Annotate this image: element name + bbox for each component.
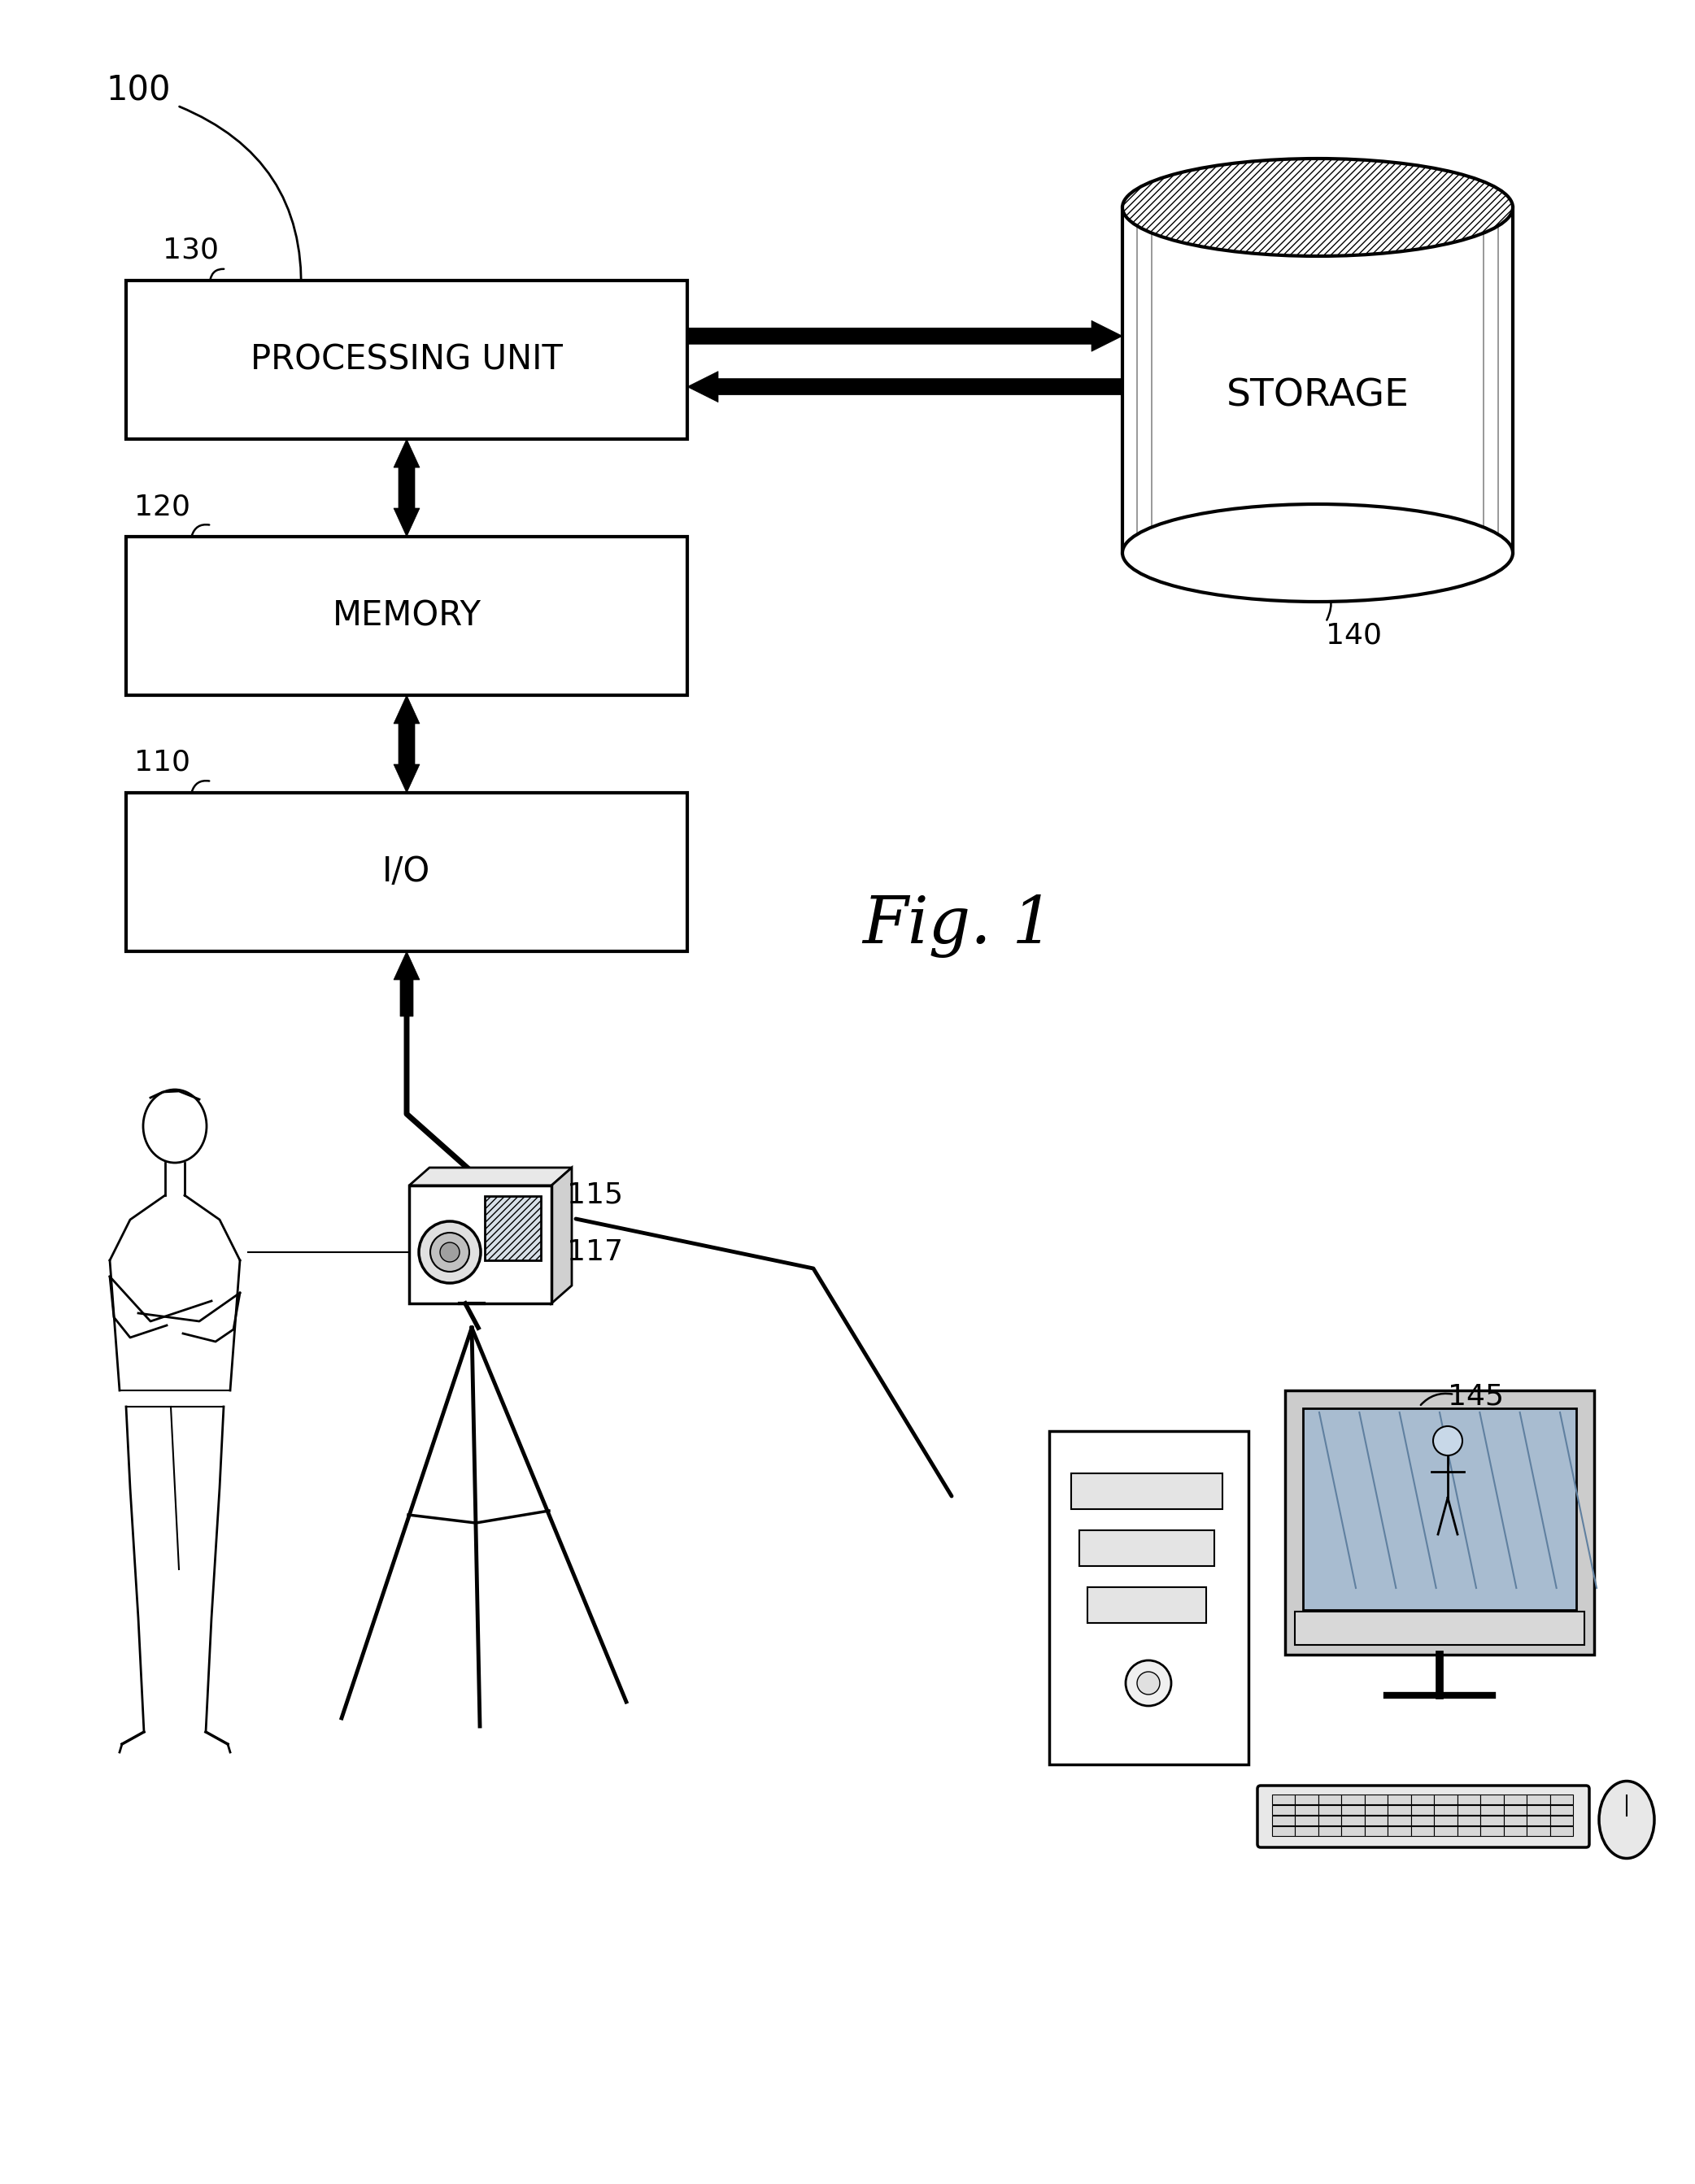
FancyBboxPatch shape: [125, 793, 686, 952]
FancyBboxPatch shape: [1364, 1806, 1388, 1815]
FancyBboxPatch shape: [1434, 1815, 1458, 1826]
Ellipse shape: [142, 1090, 207, 1162]
FancyBboxPatch shape: [1364, 1815, 1388, 1826]
FancyBboxPatch shape: [1458, 1826, 1480, 1837]
FancyBboxPatch shape: [1458, 1795, 1480, 1804]
Ellipse shape: [1122, 505, 1514, 603]
Circle shape: [1137, 1671, 1159, 1695]
Circle shape: [1125, 1660, 1171, 1706]
FancyBboxPatch shape: [1527, 1795, 1549, 1804]
Circle shape: [1432, 1426, 1463, 1455]
FancyBboxPatch shape: [408, 1186, 551, 1304]
FancyBboxPatch shape: [1341, 1795, 1364, 1804]
FancyBboxPatch shape: [1295, 1612, 1585, 1645]
FancyBboxPatch shape: [1285, 1391, 1593, 1655]
FancyBboxPatch shape: [1434, 1806, 1458, 1815]
FancyBboxPatch shape: [1388, 1806, 1410, 1815]
Polygon shape: [408, 1168, 571, 1186]
FancyBboxPatch shape: [1271, 1815, 1295, 1826]
Ellipse shape: [1122, 159, 1514, 256]
FancyBboxPatch shape: [1258, 1787, 1590, 1848]
FancyBboxPatch shape: [1319, 1815, 1341, 1826]
FancyBboxPatch shape: [125, 280, 686, 439]
FancyBboxPatch shape: [1458, 1815, 1480, 1826]
FancyBboxPatch shape: [1388, 1795, 1410, 1804]
FancyBboxPatch shape: [1410, 1815, 1434, 1826]
FancyBboxPatch shape: [1364, 1795, 1388, 1804]
Text: 110: 110: [134, 749, 190, 778]
FancyBboxPatch shape: [1271, 1795, 1295, 1804]
Text: 120: 120: [134, 494, 190, 520]
Text: I/O: I/O: [383, 854, 431, 889]
FancyBboxPatch shape: [1480, 1795, 1503, 1804]
FancyBboxPatch shape: [1319, 1806, 1341, 1815]
FancyBboxPatch shape: [1503, 1795, 1527, 1804]
FancyBboxPatch shape: [125, 537, 686, 695]
FancyBboxPatch shape: [1388, 1826, 1410, 1837]
FancyBboxPatch shape: [1295, 1806, 1319, 1815]
FancyBboxPatch shape: [1480, 1806, 1503, 1815]
Text: 150: 150: [1480, 1439, 1536, 1468]
FancyBboxPatch shape: [1480, 1826, 1503, 1837]
FancyBboxPatch shape: [1410, 1806, 1434, 1815]
Circle shape: [419, 1221, 481, 1282]
Text: 130: 130: [163, 236, 219, 264]
FancyBboxPatch shape: [1088, 1588, 1207, 1623]
FancyBboxPatch shape: [1049, 1431, 1249, 1765]
FancyBboxPatch shape: [1295, 1826, 1319, 1837]
Text: PROCESSING UNIT: PROCESSING UNIT: [251, 343, 563, 378]
FancyBboxPatch shape: [1549, 1815, 1573, 1826]
Polygon shape: [1122, 207, 1514, 553]
Text: 100: 100: [105, 74, 171, 107]
Polygon shape: [393, 695, 420, 793]
FancyBboxPatch shape: [1503, 1815, 1527, 1826]
Polygon shape: [686, 321, 1122, 352]
FancyBboxPatch shape: [1303, 1409, 1576, 1610]
FancyBboxPatch shape: [1341, 1815, 1364, 1826]
Text: STORAGE: STORAGE: [1225, 378, 1409, 415]
FancyBboxPatch shape: [1295, 1795, 1319, 1804]
Polygon shape: [393, 952, 420, 1016]
FancyBboxPatch shape: [1319, 1795, 1341, 1804]
Text: 117: 117: [566, 1238, 624, 1267]
FancyBboxPatch shape: [1341, 1806, 1364, 1815]
FancyBboxPatch shape: [1410, 1826, 1434, 1837]
Polygon shape: [686, 371, 1122, 402]
FancyBboxPatch shape: [1319, 1826, 1341, 1837]
FancyBboxPatch shape: [1388, 1815, 1410, 1826]
FancyBboxPatch shape: [1271, 1826, 1295, 1837]
FancyBboxPatch shape: [1410, 1795, 1434, 1804]
FancyBboxPatch shape: [1364, 1826, 1388, 1837]
FancyBboxPatch shape: [1341, 1826, 1364, 1837]
Text: 115: 115: [566, 1182, 624, 1210]
FancyBboxPatch shape: [1434, 1826, 1458, 1837]
Polygon shape: [393, 439, 420, 537]
FancyBboxPatch shape: [485, 1197, 541, 1260]
FancyBboxPatch shape: [1458, 1806, 1480, 1815]
FancyBboxPatch shape: [1527, 1826, 1549, 1837]
FancyBboxPatch shape: [1071, 1474, 1222, 1509]
FancyBboxPatch shape: [1503, 1826, 1527, 1837]
FancyBboxPatch shape: [1549, 1826, 1573, 1837]
FancyBboxPatch shape: [1271, 1806, 1295, 1815]
Text: 140: 140: [1325, 622, 1381, 649]
Circle shape: [441, 1243, 459, 1262]
Ellipse shape: [1598, 1782, 1654, 1859]
FancyBboxPatch shape: [1434, 1795, 1458, 1804]
Circle shape: [431, 1232, 470, 1271]
Text: 145: 145: [1448, 1382, 1503, 1411]
FancyBboxPatch shape: [1295, 1815, 1319, 1826]
FancyBboxPatch shape: [1503, 1806, 1527, 1815]
Text: Fig. 1: Fig. 1: [863, 895, 1054, 959]
FancyBboxPatch shape: [1527, 1806, 1549, 1815]
Text: MEMORY: MEMORY: [332, 598, 481, 633]
FancyBboxPatch shape: [1549, 1806, 1573, 1815]
FancyBboxPatch shape: [1080, 1531, 1214, 1566]
FancyBboxPatch shape: [1480, 1815, 1503, 1826]
FancyBboxPatch shape: [1549, 1795, 1573, 1804]
Polygon shape: [551, 1168, 571, 1304]
FancyBboxPatch shape: [1527, 1815, 1549, 1826]
